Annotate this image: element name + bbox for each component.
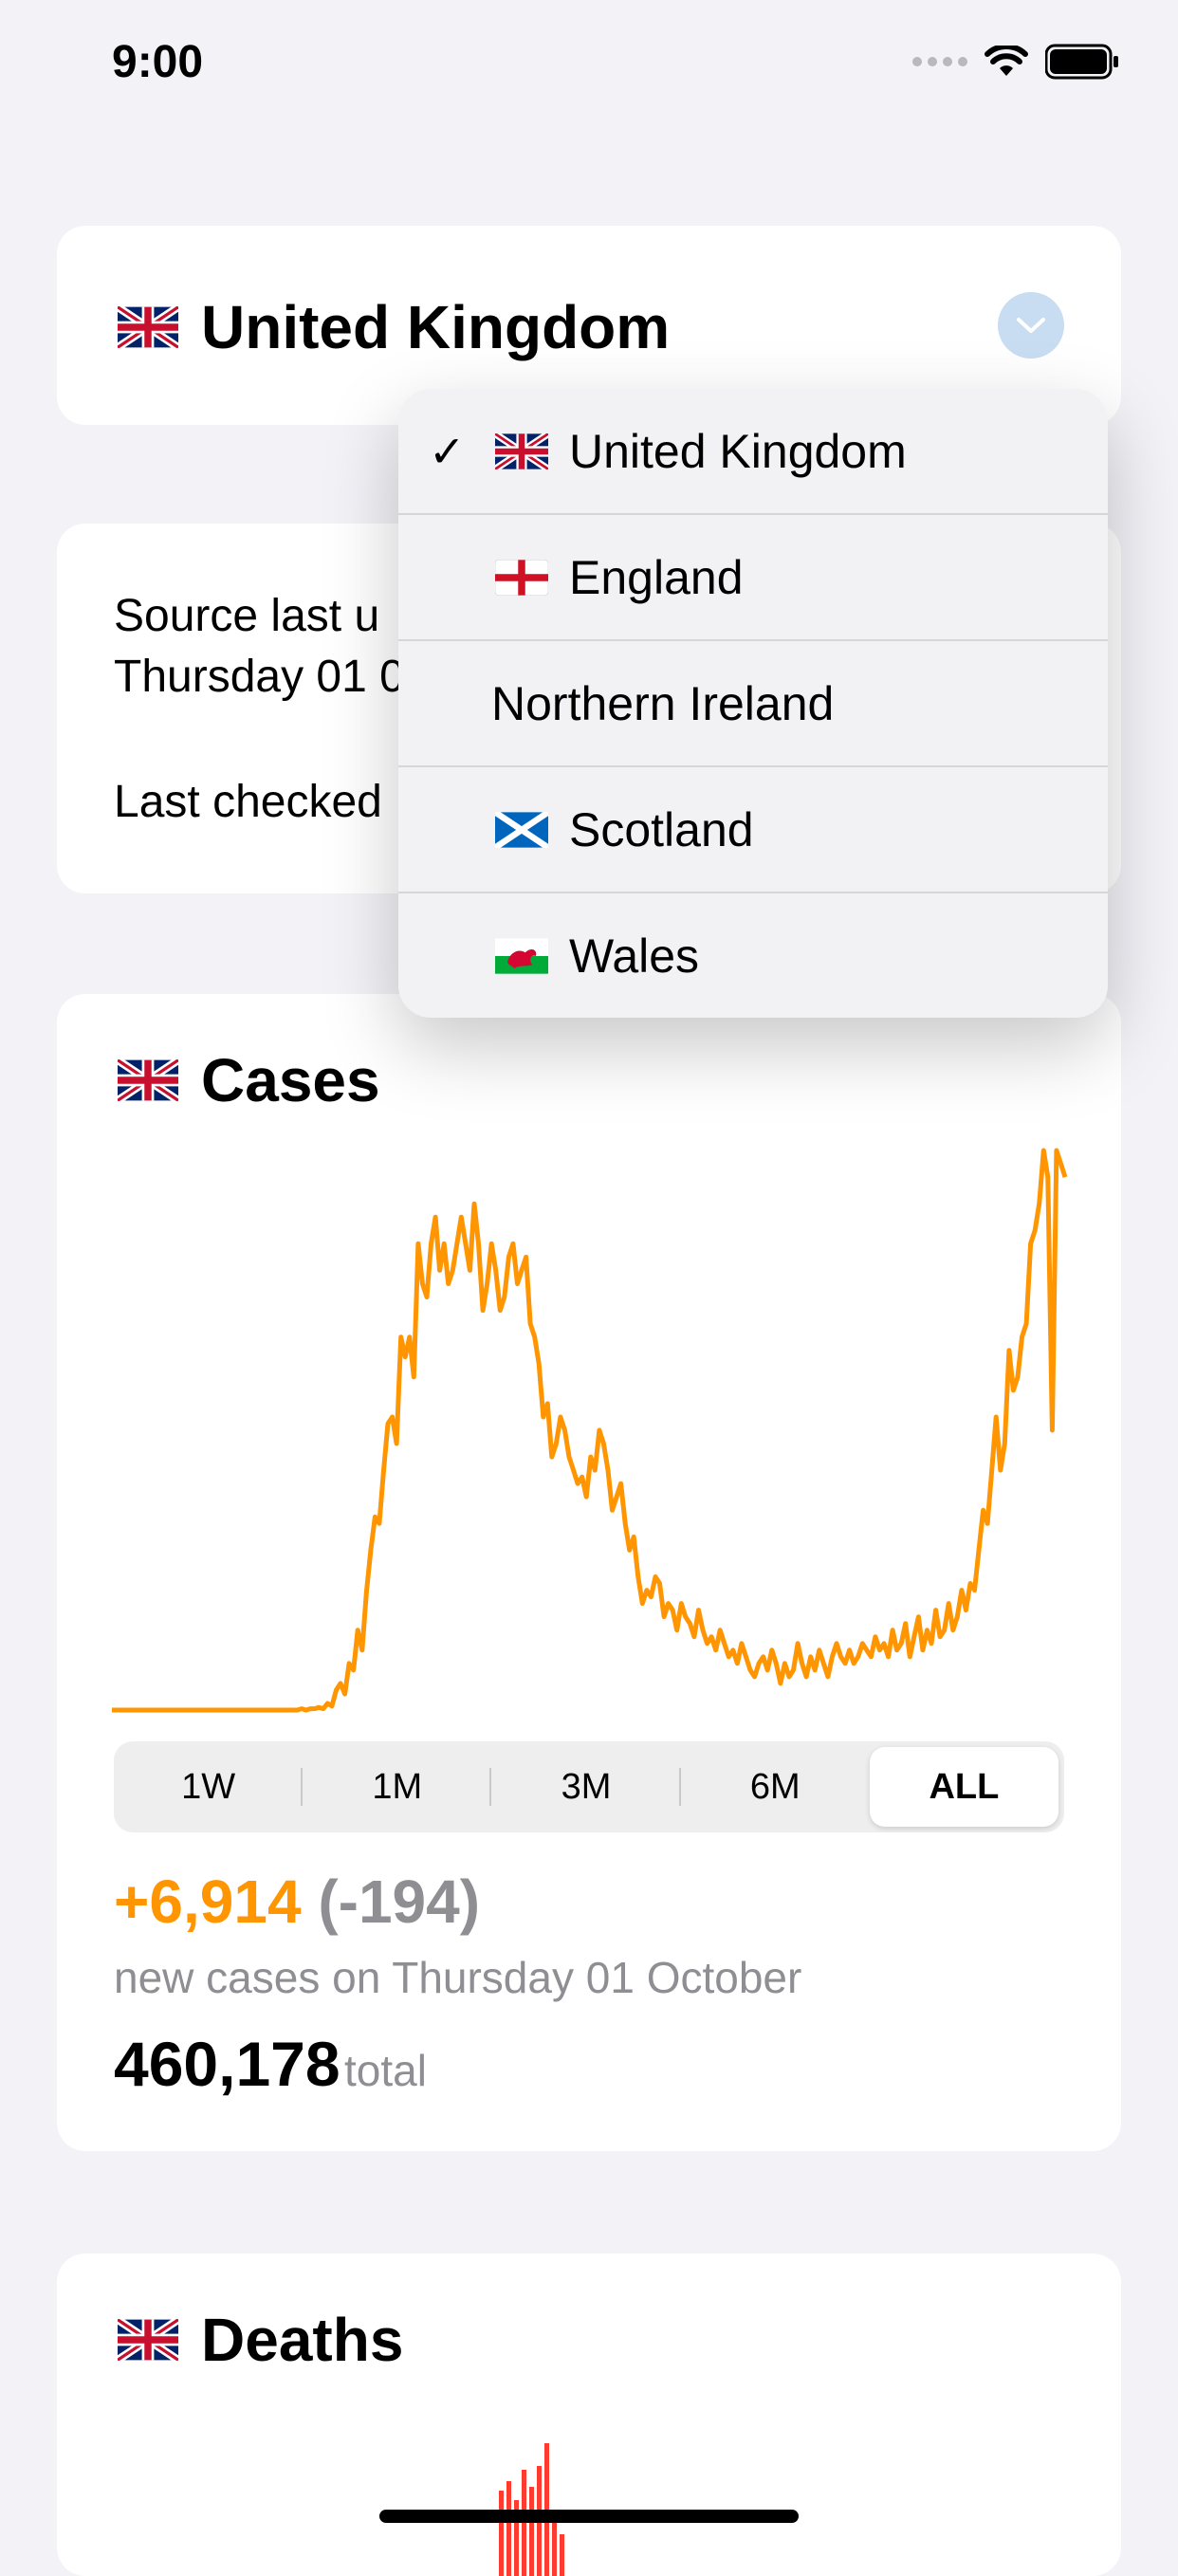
status-icons [912,44,1119,80]
chevron-down-icon [1017,318,1045,333]
uk-flag-icon [118,306,178,348]
menu-item-label: Scotland [569,802,754,856]
total-cases-label: total [344,2046,427,2095]
uk-flag-icon [118,2319,178,2361]
menu-item-label: Wales [569,929,700,983]
new-cases-subtitle: new cases on Thursday 01 October [114,1953,802,2002]
deaths-bar-chart-preview [499,2443,564,2576]
menu-item-northern-ireland[interactable]: Northern Ireland [398,641,1108,767]
new-cases-value: +6,914 [114,1868,302,1936]
wales-flag-icon [495,937,548,974]
checkmark-icon: ✓ [429,426,466,476]
country-dropdown-menu: ✓ United Kingdom England Northern Irelan… [398,389,1108,1018]
new-cases-change: (-194) [318,1868,481,1936]
total-cases-value: 460,178 [114,2029,341,2099]
tab-6m[interactable]: 6M [749,1767,801,1807]
menu-item-scotland[interactable]: Scotland [398,767,1108,893]
total-cases: 460,178 total [114,2028,427,2100]
tab-all[interactable]: ALL [869,1747,1059,1827]
last-checked-label: Last checked [114,777,382,827]
country-picker-button[interactable] [998,292,1064,359]
cases-series-line [112,1148,1068,1713]
uk-flag-icon [118,1059,178,1101]
source-last-updated-label: Source last u [114,591,380,641]
cases-title: Cases [201,1046,380,1114]
scotland-flag-icon [495,811,548,848]
deaths-title: Deaths [201,2306,404,2374]
tab-1m[interactable]: 1M [303,1747,492,1827]
england-flag-icon [495,559,548,596]
menu-item-label: England [569,550,744,604]
menu-item-label: United Kingdom [569,424,907,478]
wifi-icon [985,46,1028,76]
menu-item-united-kingdom[interactable]: ✓ United Kingdom [398,389,1108,515]
tab-1w[interactable]: 1W [114,1747,304,1827]
new-cases-stat: +6,914 (-194) [114,1867,480,1937]
menu-item-wales[interactable]: Wales [398,893,1108,1018]
cases-card: Cases 1W 1M 3M 6M ALL +6,914 (-194) new … [57,994,1121,2151]
uk-flag-icon [495,432,548,469]
country-title: United Kingdom [201,293,671,361]
cellular-signal-icon [912,57,967,66]
status-time: 9:00 [112,37,204,87]
menu-item-label: Northern Ireland [491,676,835,730]
menu-item-england[interactable]: England [398,515,1108,641]
time-range-selector[interactable]: 1W 1M 3M 6M ALL [114,1741,1064,1832]
tab-3m[interactable]: 3M [491,1747,681,1827]
deaths-card: Deaths [57,2254,1121,2576]
home-indicator [379,2510,799,2523]
source-last-updated-date: Thursday 01 0 [114,652,405,702]
battery-icon [1045,44,1118,80]
cases-line-chart [112,1148,1068,1713]
